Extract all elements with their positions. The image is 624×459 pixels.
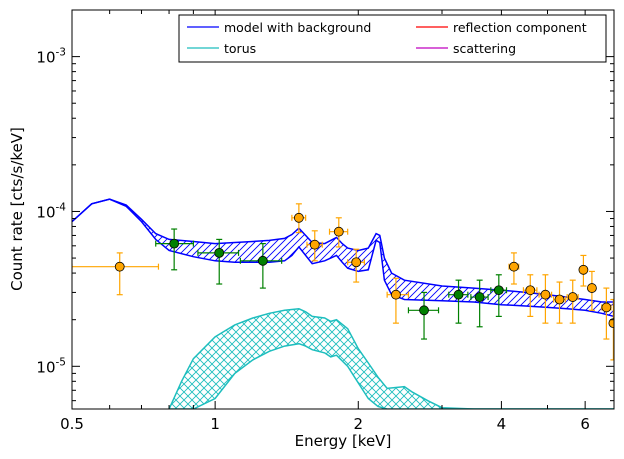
x-axis-title: Energy [keV] — [295, 432, 392, 450]
data-point-marker — [608, 318, 614, 329]
tick-labels: 0.5 1 2 4 6 10-5 10-4 10-3 — [36, 47, 589, 433]
data-point-0-5 — [386, 277, 410, 324]
data-point-marker — [257, 255, 268, 266]
legend-label-scattering: scattering — [453, 41, 516, 56]
data-point-0-12 — [587, 270, 597, 311]
data-point-marker — [601, 302, 612, 313]
data-point-marker — [391, 289, 401, 300]
y-tick-label: 10-3 — [36, 47, 66, 67]
data-point-marker — [493, 285, 504, 296]
data-point-1-3 — [407, 291, 440, 340]
data-point-1-4 — [448, 279, 469, 324]
data-point-0-13 — [601, 287, 612, 340]
data-point-marker — [309, 239, 320, 250]
data-point-marker — [578, 264, 589, 275]
data-point-1-2 — [239, 243, 283, 289]
x-tick-label: 6 — [580, 415, 590, 433]
torus-band-upper-line — [168, 308, 614, 409]
data-point-marker — [587, 283, 597, 293]
legend-label-reflection: reflection component — [453, 20, 587, 35]
data-point-0-14 — [608, 298, 614, 361]
data-point-marker — [214, 247, 225, 258]
data-point-marker — [293, 212, 304, 223]
axis-ticks — [71, 9, 614, 409]
data-point-marker — [525, 285, 536, 296]
data-point-marker — [169, 238, 180, 249]
data-point-marker — [351, 257, 362, 268]
data-point-0-9 — [552, 281, 566, 324]
data-point-marker — [114, 261, 125, 272]
data-point-marker — [567, 292, 578, 302]
x-tick-label: 2 — [353, 415, 363, 433]
data-point-marker — [453, 289, 464, 300]
legend: model with background reflection compone… — [178, 14, 607, 63]
model-bands — [72, 198, 614, 409]
data-point-marker — [333, 226, 344, 237]
data-point-0-0 — [72, 252, 160, 296]
data-point-0-6 — [508, 252, 520, 285]
torus-band-lower-line — [169, 342, 614, 409]
data-points — [72, 203, 614, 361]
data-point-0-2 — [306, 230, 323, 262]
x-tick-label: 0.5 — [60, 415, 84, 433]
data-point-marker — [474, 292, 485, 302]
legend-frame — [178, 14, 607, 63]
data-point-marker — [419, 305, 429, 316]
data-point-0-7 — [522, 274, 538, 318]
x-tick-label: 1 — [210, 415, 220, 433]
data-point-marker — [540, 289, 551, 300]
legend-label-model: model with background — [224, 20, 371, 35]
data-point-1-6 — [490, 274, 508, 318]
torus-band-fill — [169, 308, 614, 409]
y-tick-label: 10-4 — [36, 201, 66, 221]
x-tick-label: 4 — [497, 415, 507, 433]
model-band-lower-line — [72, 198, 614, 318]
model-band-fill — [72, 199, 614, 317]
legend-label-torus: torus — [224, 41, 256, 56]
data-point-1-1 — [197, 238, 240, 285]
data-point-1-0 — [155, 228, 194, 271]
data-point-0-1 — [291, 203, 307, 234]
data-point-0-3 — [328, 217, 349, 248]
data-point-0-10 — [566, 279, 579, 324]
data-point-marker — [554, 294, 565, 305]
y-tick-label: 10-5 — [36, 356, 66, 376]
plot-frame — [71, 9, 615, 410]
data-point-0-4 — [347, 248, 365, 283]
y-axis-title: Count rate [cts/s/keV] — [8, 127, 26, 291]
data-point-1-5 — [470, 279, 489, 328]
data-point-marker — [509, 261, 519, 272]
data-point-0-11 — [578, 254, 589, 287]
data-point-0-8 — [538, 274, 553, 324]
